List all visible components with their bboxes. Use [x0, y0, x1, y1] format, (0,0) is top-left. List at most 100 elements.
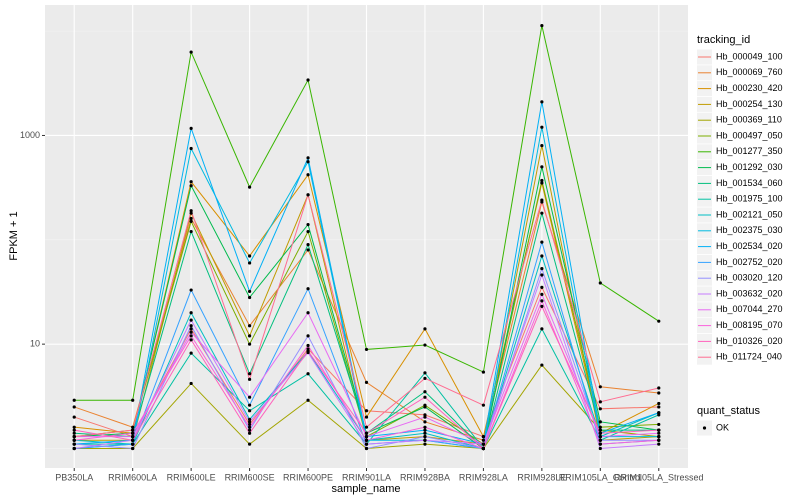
data-point — [657, 386, 661, 390]
data-point — [481, 370, 486, 374]
data-point — [598, 446, 602, 451]
data-point — [481, 442, 486, 446]
legend-label: Hb_003020_120 — [716, 273, 783, 283]
data-point — [306, 173, 310, 177]
grid — [45, 5, 688, 468]
x-tick-label: RRIM600SE — [225, 472, 275, 482]
data-point — [131, 398, 135, 402]
data-point — [657, 428, 661, 432]
data-point — [189, 324, 193, 328]
data-point — [423, 438, 427, 442]
data-point — [306, 160, 310, 164]
data-point — [364, 442, 369, 446]
data-point — [540, 273, 544, 277]
data-point — [306, 398, 310, 402]
legend-label: Hb_007044_270 — [716, 304, 783, 314]
data-point — [247, 409, 252, 413]
data-point — [247, 372, 252, 376]
data-point — [306, 334, 310, 338]
data-point — [189, 311, 193, 315]
data-point — [72, 446, 76, 451]
data-point — [657, 401, 661, 406]
data-point — [247, 395, 252, 399]
data-point — [540, 292, 544, 296]
data-point — [598, 407, 602, 411]
data-point — [131, 442, 135, 446]
data-point — [657, 434, 661, 439]
data-point — [306, 287, 310, 291]
data-point — [306, 229, 310, 234]
legend-label: Hb_000230_420 — [716, 83, 783, 93]
x-tick-label: RRIM901LA — [342, 472, 391, 482]
x-axis-title: sample_name — [331, 483, 400, 495]
data-point — [189, 50, 193, 54]
data-point — [189, 338, 193, 342]
data-point — [423, 413, 427, 417]
data-point — [72, 431, 76, 435]
data-point — [481, 434, 486, 439]
data-point — [247, 185, 252, 189]
data-point — [247, 425, 252, 429]
legend-point — [702, 426, 707, 430]
legend-label: Hb_000254_130 — [716, 99, 783, 109]
data-point — [540, 240, 544, 244]
data-point — [481, 446, 486, 451]
data-point — [540, 198, 544, 202]
data-point — [72, 428, 76, 432]
data-point — [364, 431, 369, 435]
data-point — [364, 425, 369, 429]
data-point — [72, 398, 76, 402]
legend-label: Hb_002121_050 — [716, 209, 783, 219]
data-point — [247, 420, 252, 424]
data-point — [189, 146, 193, 151]
data-point — [131, 428, 135, 432]
data-point — [247, 431, 252, 435]
data-point — [247, 377, 252, 381]
data-point — [189, 229, 193, 234]
data-point — [481, 403, 486, 407]
x-tick-label: RRIM600LA — [108, 472, 157, 482]
x-tick-label: RRIM928LE — [517, 472, 566, 482]
legend-label: Hb_001277_350 — [716, 146, 783, 156]
data-point — [247, 295, 252, 300]
legend-label: Hb_001292_030 — [716, 162, 783, 172]
data-point — [189, 381, 193, 386]
data-point — [598, 438, 602, 442]
data-point — [247, 422, 252, 427]
data-point — [306, 193, 310, 197]
data-point — [189, 219, 193, 224]
data-point — [364, 415, 369, 419]
data-point — [306, 311, 310, 315]
legend-label: OK — [716, 422, 729, 432]
legend-label: Hb_000049_100 — [716, 51, 783, 61]
data-point — [598, 385, 602, 389]
data-point — [364, 434, 369, 439]
data-point — [364, 380, 369, 384]
x-tick-label: RRIM105LA_Stressed — [614, 472, 704, 482]
data-point — [247, 417, 252, 421]
data-point — [657, 319, 661, 323]
axes: 10 1000 PB350LA RRIM600LA RRIM600LE RRIM600SE… — [20, 130, 704, 483]
data-point — [423, 420, 427, 424]
legend-label: Hb_008195_070 — [716, 320, 783, 330]
data-point — [657, 442, 661, 446]
data-point — [72, 425, 76, 429]
data-point — [423, 327, 427, 331]
data-point — [189, 318, 193, 322]
data-point — [423, 371, 427, 375]
data-point — [423, 390, 427, 394]
data-point — [131, 425, 135, 429]
points — [72, 23, 661, 451]
data-point — [598, 434, 602, 439]
legend-label: Hb_001975_100 — [716, 194, 783, 204]
legend-label: Hb_002752_020 — [716, 257, 783, 267]
x-tick-label: RRIM600PE — [283, 472, 333, 482]
data-point — [306, 372, 310, 376]
data-point — [189, 327, 193, 331]
data-point — [189, 330, 193, 334]
data-point — [657, 391, 661, 395]
data-point — [189, 334, 193, 338]
data-point — [72, 434, 76, 439]
data-point — [247, 342, 252, 346]
data-point — [540, 143, 544, 148]
